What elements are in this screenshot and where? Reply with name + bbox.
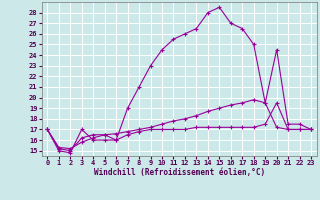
X-axis label: Windchill (Refroidissement éolien,°C): Windchill (Refroidissement éolien,°C): [94, 168, 265, 177]
